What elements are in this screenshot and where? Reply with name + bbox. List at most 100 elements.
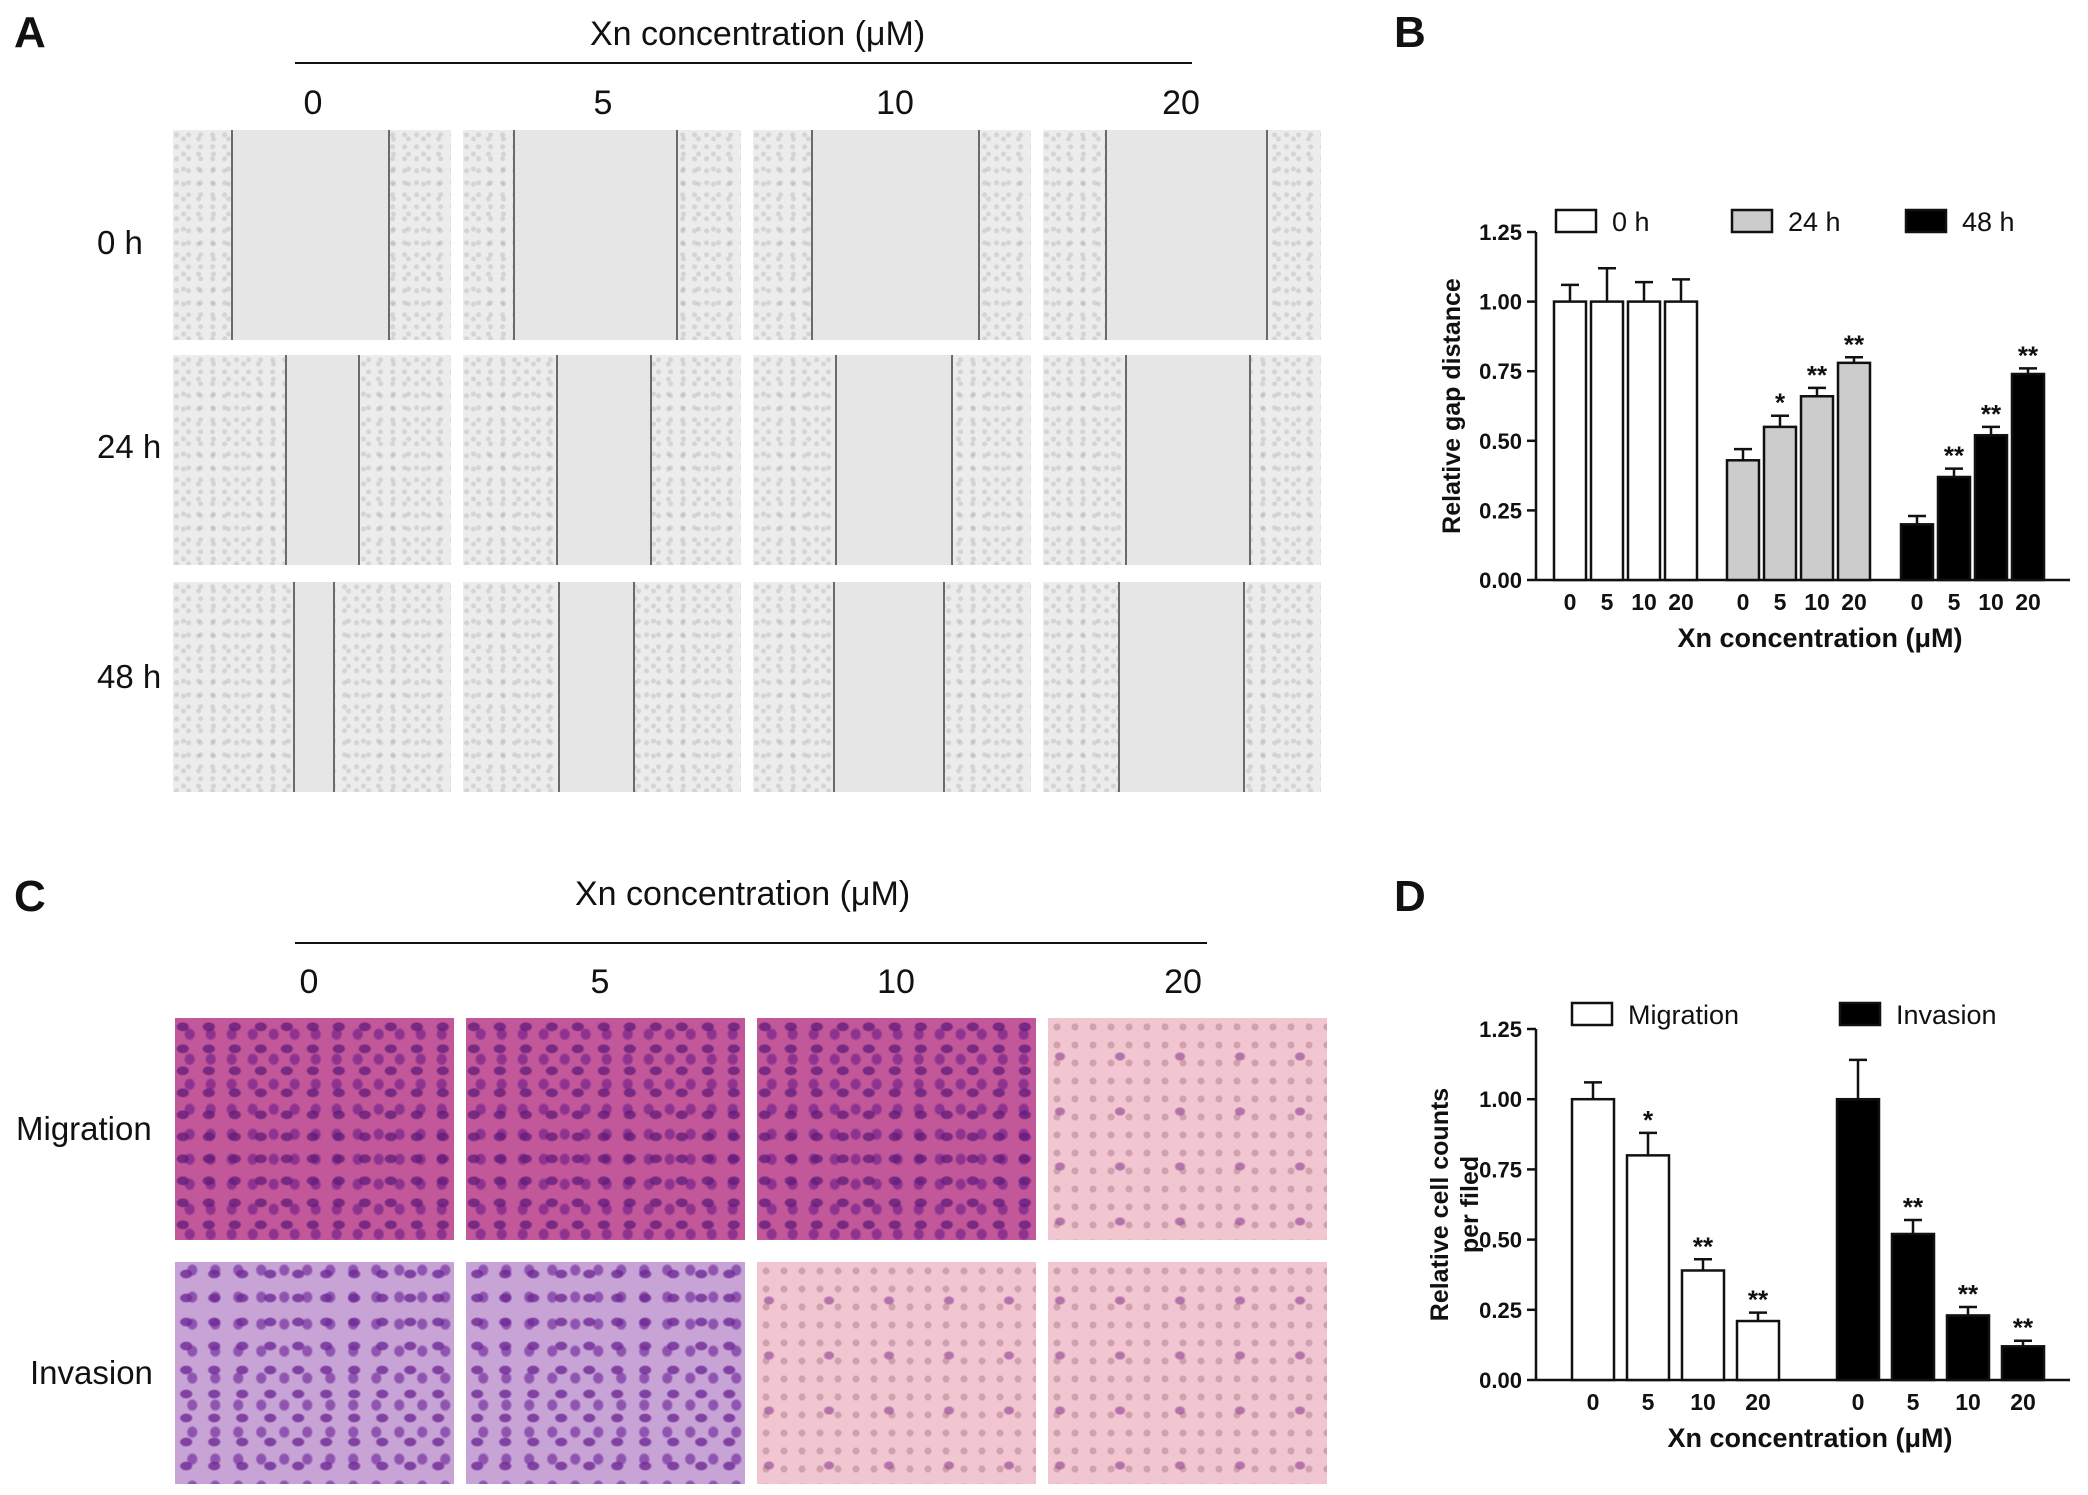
x-axis-label: Xn concentration (μM)	[1677, 623, 1962, 653]
x-tick-label: 0	[1911, 589, 1924, 615]
bar-invasion-5	[1890, 1232, 1936, 1382]
bar-24-h-5	[1762, 425, 1798, 582]
panel-c-conc-0: 0	[299, 963, 319, 1001]
bar-0-h-5	[1589, 300, 1625, 582]
legend-label-48-h: 48 h	[1962, 207, 2015, 237]
transwell-image-invasion-conc-0	[175, 1262, 454, 1484]
panel-a-row-0h: 0 h	[97, 224, 143, 261]
y-tick-label: 0.50	[1479, 1228, 1522, 1253]
x-tick-label: 10	[1631, 589, 1657, 615]
x-tick-label: 5	[1948, 589, 1961, 615]
x-tick-label: 20	[2010, 1389, 2036, 1415]
panel-c-header-line	[295, 942, 1207, 944]
x-tick-label: 0	[1852, 1389, 1865, 1415]
x-tick-label: 10	[1978, 589, 2004, 615]
x-tick-label: 0	[1564, 589, 1577, 615]
panel-c-row-migration: Migration	[16, 1110, 152, 1147]
x-tick-label: 5	[1642, 1389, 1655, 1415]
bar-migration-5	[1625, 1154, 1671, 1382]
x-axis-label: Xn concentration (μM)	[1667, 1423, 1952, 1453]
panel-a-header-line	[295, 62, 1192, 64]
bar-0-h-0	[1552, 300, 1588, 582]
x-tick-label: 10	[1955, 1389, 1981, 1415]
y-axis-label: Relative cell countsper filed	[1426, 1088, 1484, 1321]
transwell-image-invasion-conc-20	[1048, 1262, 1327, 1484]
panel-a-row-48h: 48 h	[97, 658, 162, 695]
bar-24-h-10	[1799, 395, 1835, 582]
panel-letter-a: A	[14, 8, 46, 57]
cell-counts-bar-chart: 0.00 0.25 0.50 0.75 1.00 1.25 Relative cell co…	[1426, 1000, 2070, 1453]
bar-invasion-20	[2000, 1345, 2046, 1382]
gap-distance-bar-chart: 0.00 0.25 0.50 0.75 1.00 1.25 Relative gap dis…	[1438, 207, 2070, 653]
panel-a-header-title: Xn concentration (μM)	[590, 15, 926, 53]
significance-marker: **	[1944, 441, 1965, 471]
legend-swatch-invasion	[1838, 1001, 1882, 1027]
wound-image-48h-conc-5	[463, 582, 741, 792]
bar-invasion-0	[1835, 1097, 1881, 1382]
y-tick-label: 1.00	[1479, 1087, 1522, 1112]
panel-letter-b: B	[1394, 8, 1426, 57]
significance-marker: **	[2013, 1313, 2034, 1343]
y-tick-label: 0.25	[1479, 498, 1522, 523]
panel-c-row-invasion: Invasion	[30, 1354, 153, 1391]
panel-a-row-24h: 24 h	[97, 428, 162, 465]
significance-marker: **	[2018, 340, 2039, 370]
significance-marker: *	[1643, 1105, 1654, 1135]
bar-0-h-10	[1626, 300, 1662, 582]
x-tick-label: 5	[1601, 589, 1614, 615]
legend-label-migration: Migration	[1628, 1000, 1739, 1030]
y-tick-label: 1.25	[1479, 1017, 1522, 1042]
panel-c-header-title: Xn concentration (μM)	[575, 875, 911, 913]
transwell-image-migration-conc-0	[175, 1018, 454, 1240]
bar-48-h-5	[1936, 475, 1972, 582]
bar-migration-10	[1680, 1269, 1726, 1382]
panel-c-conc-20: 20	[1164, 963, 1202, 1001]
significance-marker: **	[1958, 1279, 1979, 1309]
bar-migration-0	[1570, 1097, 1616, 1382]
y-tick-label: 0.50	[1479, 429, 1522, 454]
wound-image-0h-conc-20	[1043, 130, 1321, 340]
y-tick-label: 0.75	[1479, 359, 1522, 384]
wound-image-48h-conc-20	[1043, 582, 1321, 792]
legend-label-24-h: 24 h	[1788, 207, 1841, 237]
significance-marker: **	[1693, 1231, 1714, 1261]
panel-a-conc-20: 20	[1162, 84, 1200, 122]
x-tick-label: 5	[1907, 1389, 1920, 1415]
transwell-image-migration-conc-10	[757, 1018, 1036, 1240]
legend-swatch-0-h	[1554, 208, 1598, 234]
wound-image-24h-conc-0	[173, 355, 451, 565]
wound-image-24h-conc-20	[1043, 355, 1321, 565]
panel-c-conc-10: 10	[877, 963, 915, 1001]
significance-marker: **	[1903, 1192, 1924, 1222]
y-axis-label: Relative gap distance	[1438, 278, 1466, 534]
legend-swatch-24-h	[1730, 208, 1774, 234]
legend-swatch-migration	[1570, 1001, 1614, 1027]
transwell-image-invasion-conc-10	[757, 1262, 1036, 1484]
x-tick-label: 0	[1737, 589, 1750, 615]
bar-24-h-0	[1725, 459, 1761, 582]
y-tick-label: 0.75	[1479, 1157, 1522, 1182]
bar-48-h-20	[2010, 372, 2046, 582]
bar-48-h-0	[1899, 523, 1935, 582]
wound-image-24h-conc-10	[753, 355, 1031, 565]
transwell-image-migration-conc-5	[466, 1018, 745, 1240]
x-tick-label: 5	[1774, 589, 1787, 615]
panel-a-conc-10: 10	[876, 84, 914, 122]
x-tick-label: 20	[1841, 589, 1867, 615]
bar-0-h-20	[1663, 300, 1699, 582]
significance-marker: **	[1807, 360, 1828, 390]
wound-image-48h-conc-0	[173, 582, 451, 792]
panel-c-conc-5: 5	[590, 963, 610, 1001]
significance-marker: **	[1844, 329, 1865, 359]
panel-a-conc-0: 0	[303, 84, 323, 122]
bar-migration-20	[1735, 1319, 1781, 1382]
y-tick-label: 0.00	[1479, 568, 1522, 593]
wound-image-0h-conc-10	[753, 130, 1031, 340]
bar-24-h-20	[1836, 361, 1872, 582]
x-tick-label: 20	[1668, 589, 1694, 615]
bar-invasion-10	[1945, 1314, 1991, 1382]
legend-label-invasion: Invasion	[1896, 1000, 1997, 1030]
wound-image-0h-conc-0	[173, 130, 451, 340]
panel-a-conc-5: 5	[593, 84, 613, 122]
legend-label-0-h: 0 h	[1612, 207, 1650, 237]
